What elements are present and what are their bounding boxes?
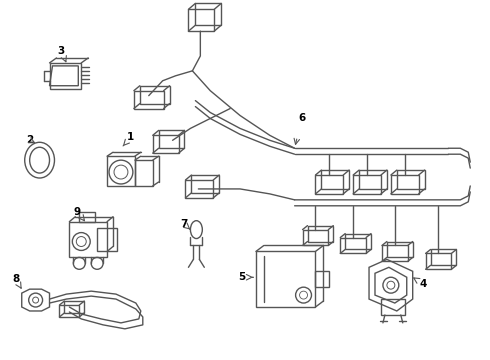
Text: 8: 8 (12, 274, 20, 284)
Text: 3: 3 (58, 46, 65, 56)
Text: 6: 6 (298, 113, 305, 123)
Text: 2: 2 (26, 135, 33, 145)
Text: 4: 4 (420, 279, 427, 289)
Text: 5: 5 (239, 272, 245, 282)
Text: 7: 7 (180, 219, 187, 229)
Text: 1: 1 (127, 132, 135, 142)
Text: 9: 9 (74, 207, 81, 217)
